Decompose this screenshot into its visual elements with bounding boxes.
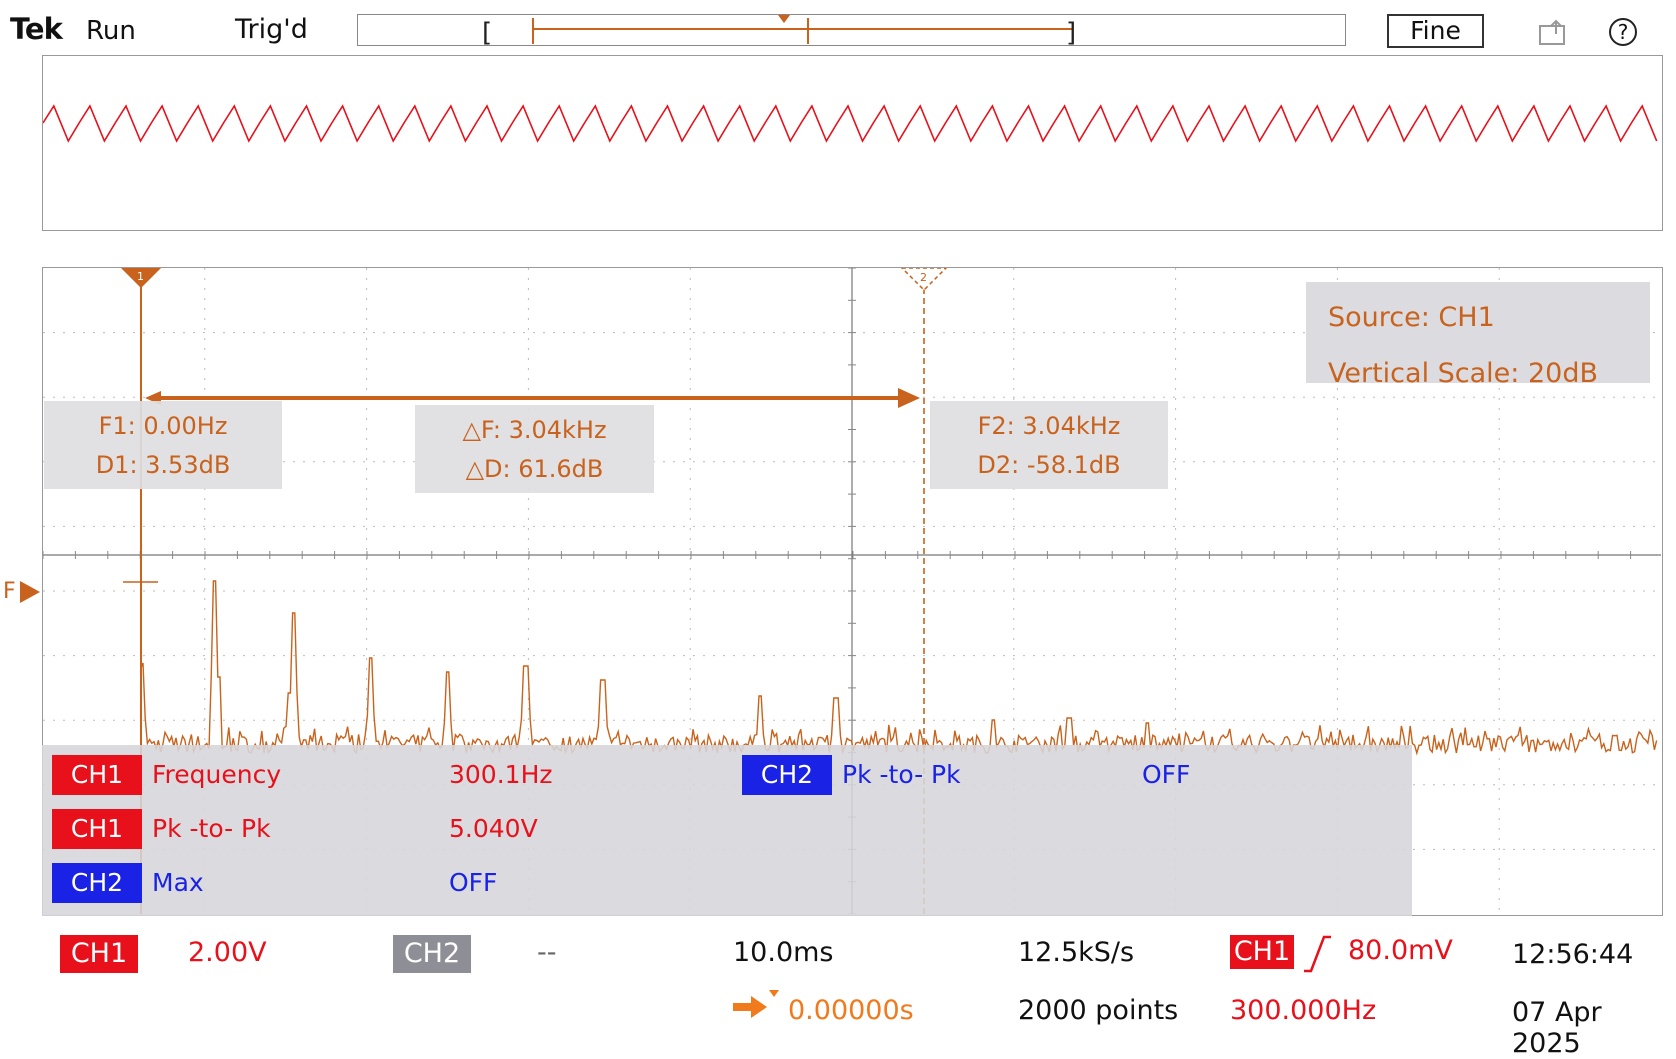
timeline-trigger-marker[interactable] (778, 15, 790, 23)
meas1-channel-badge[interactable]: CH1 (52, 755, 142, 795)
clock-date: 07 Apr 2025 (1512, 997, 1602, 1059)
cursor1-frequency: F1: 0.00Hz (98, 412, 228, 440)
cursor2-magnitude: D2: -58.1dB (977, 451, 1121, 479)
ch1-vertical-scale[interactable]: 2.00V (188, 937, 267, 968)
cursor2-label: 2 (920, 271, 927, 284)
fine-button[interactable]: Fine (1387, 14, 1484, 48)
meas4-value: OFF (1142, 760, 1191, 789)
meas2-name: Pk -to- Pk (152, 814, 271, 843)
cursor2-frequency: F2: 3.04kHz (977, 412, 1121, 440)
delta-frequency: △F: 3.04kHz (462, 416, 607, 444)
meas2-channel-badge[interactable]: CH1 (52, 809, 142, 849)
ch2-button[interactable]: CH2 (393, 935, 471, 973)
delta-magnitude: △D: 61.6dB (465, 455, 604, 483)
record-length[interactable]: 2000 points (1018, 995, 1179, 1026)
trigger-position[interactable]: 0.00000s (788, 995, 914, 1026)
meas1-name: Frequency (152, 760, 282, 789)
trigger-frequency: 300.000Hz (1230, 995, 1377, 1026)
rising-edge-icon (1304, 935, 1331, 973)
meas4-channel-badge[interactable]: CH2 (742, 755, 832, 795)
trigger-position-icon (733, 990, 779, 1018)
meas3-channel-badge[interactable]: CH2 (52, 863, 142, 903)
trigger-state: Trig'd (235, 14, 308, 45)
time-domain-waveform (42, 104, 1658, 143)
run-state[interactable]: Run (86, 16, 136, 46)
trigger-level[interactable]: 80.0mV (1348, 935, 1453, 966)
record-timeline[interactable]: [ ] (357, 14, 1346, 48)
export-icon[interactable] (1538, 18, 1568, 50)
meas3-value: OFF (449, 868, 498, 897)
cursor2-readout: F2: 3.04kHz D2: -58.1dB (930, 401, 1168, 489)
ref-level-marker-icon[interactable] (20, 581, 42, 603)
cursor2-handle (900, 268, 948, 292)
ref-marker-label: F (3, 579, 16, 604)
timebase-scale[interactable]: 10.0ms (733, 937, 834, 968)
timeline-bracket-right: ] (1066, 18, 1076, 47)
help-icon[interactable]: ? (1609, 18, 1637, 46)
fft-spectrum-trace (140, 538, 1658, 756)
cursor1-magnitude: D1: 3.53dB (95, 451, 231, 479)
brand-logo: Tek (10, 12, 63, 46)
cursor1-handle (121, 268, 161, 288)
delta-arrowhead-right (898, 388, 920, 408)
meas2-value: 5.040V (449, 814, 538, 843)
cursor1-readout: F1: 0.00Hz D1: 3.53dB (44, 401, 282, 489)
ch1-button[interactable]: CH1 (60, 935, 138, 973)
timeline-graphic: [ ] (482, 15, 1076, 48)
cursor1-label: 1 (137, 270, 144, 283)
trigger-source-badge[interactable]: CH1 (1230, 935, 1294, 969)
meas3-name: Max (152, 868, 204, 897)
time-domain-overview (42, 55, 1663, 231)
meas4-name: Pk -to- Pk (842, 760, 961, 789)
fft-source: Source: CH1 (1328, 302, 1495, 333)
meas1-value: 300.1Hz (449, 760, 553, 789)
measurement-panel[interactable]: CH1 Frequency 300.1Hz CH1 Pk -to- Pk 5.0… (42, 745, 1412, 916)
cursor-delta-readout: △F: 3.04kHz △D: 61.6dB (415, 405, 654, 493)
clock-time: 12:56:44 (1512, 939, 1634, 970)
ch2-vertical-scale[interactable]: -- (537, 937, 557, 968)
timeline-bracket-left: [ (482, 18, 492, 47)
fft-source-info: Source: CH1 Vertical Scale: 20dB (1306, 282, 1650, 389)
time-domain-trace (42, 104, 1658, 143)
sample-rate: 12.5kS/s (1018, 937, 1135, 968)
fft-vertical-scale: Vertical Scale: 20dB (1328, 358, 1598, 389)
